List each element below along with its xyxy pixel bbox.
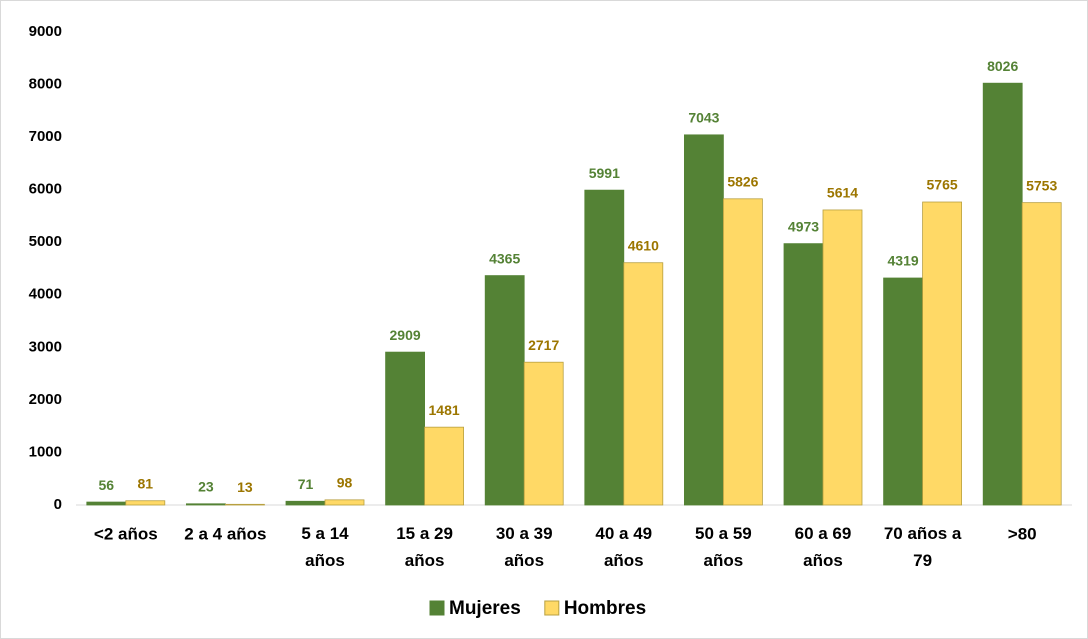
bar — [125, 500, 166, 506]
value-label: 5753 — [1026, 177, 1057, 193]
x-tick-label: <2 años — [94, 524, 158, 543]
bar — [484, 275, 525, 506]
y-tick-label: 3000 — [29, 338, 62, 355]
legend-label: Hombres — [564, 598, 646, 619]
x-tick-label: 40 a 49 años — [595, 524, 652, 570]
bar — [822, 209, 863, 506]
y-tick-label: 7000 — [29, 128, 62, 145]
value-label: 71 — [298, 476, 314, 492]
value-label: 5991 — [589, 165, 620, 181]
y-tick-label: 1000 — [29, 443, 62, 460]
bar — [185, 503, 226, 506]
value-label: 1481 — [429, 402, 460, 418]
value-label: 23 — [198, 478, 214, 494]
legend-swatch — [429, 600, 445, 616]
y-tick-label: 4000 — [29, 286, 62, 303]
bar — [723, 198, 763, 506]
x-tick-label: 70 años a 79 — [884, 524, 962, 570]
legend-swatch — [544, 600, 560, 616]
bar — [982, 82, 1023, 506]
value-label: 13 — [237, 479, 253, 495]
bar — [623, 262, 664, 506]
value-label: 98 — [337, 475, 353, 491]
value-label: 4365 — [489, 250, 520, 266]
value-label: 56 — [99, 477, 115, 493]
value-label: 4610 — [628, 237, 659, 253]
value-label: 4319 — [888, 253, 919, 269]
bar — [385, 351, 426, 506]
bar — [86, 501, 127, 506]
value-label: 7043 — [688, 110, 719, 126]
bar — [922, 201, 962, 506]
value-label: 2717 — [528, 337, 559, 353]
y-tick-label: 9000 — [29, 23, 62, 40]
value-label: 5826 — [727, 174, 758, 190]
value-label: 2909 — [390, 327, 421, 343]
bar — [783, 243, 824, 506]
y-tick-label: 2000 — [29, 391, 62, 408]
bar — [684, 134, 724, 506]
x-tick-label: 15 a 29 años — [396, 524, 453, 570]
x-tick-label: 60 a 69 años — [795, 524, 852, 570]
bar — [883, 277, 923, 506]
x-tick-label: >80 — [1008, 524, 1037, 543]
y-tick-label: 8000 — [29, 76, 62, 93]
x-tick-label: 30 a 39 años — [496, 524, 553, 570]
bar — [523, 361, 564, 506]
x-tick-label: 50 a 59 años — [695, 524, 752, 570]
bar — [224, 503, 265, 506]
bar — [285, 500, 326, 506]
bar — [324, 499, 365, 506]
bar — [1021, 202, 1062, 506]
y-tick-label: 5000 — [29, 233, 62, 250]
value-label: 5614 — [827, 185, 858, 201]
bar — [584, 189, 625, 506]
x-tick-label: 5 a 14 años — [301, 524, 349, 570]
y-tick-label: 6000 — [29, 181, 62, 198]
value-label: 5765 — [927, 177, 958, 193]
y-tick-label: 0 — [54, 496, 62, 513]
legend-label: Mujeres — [449, 598, 521, 619]
bar — [424, 426, 465, 506]
value-label: 4973 — [788, 218, 819, 234]
value-label: 81 — [138, 475, 154, 491]
value-label: 8026 — [987, 58, 1018, 74]
x-tick-label: 2 a 4 años — [184, 524, 266, 543]
